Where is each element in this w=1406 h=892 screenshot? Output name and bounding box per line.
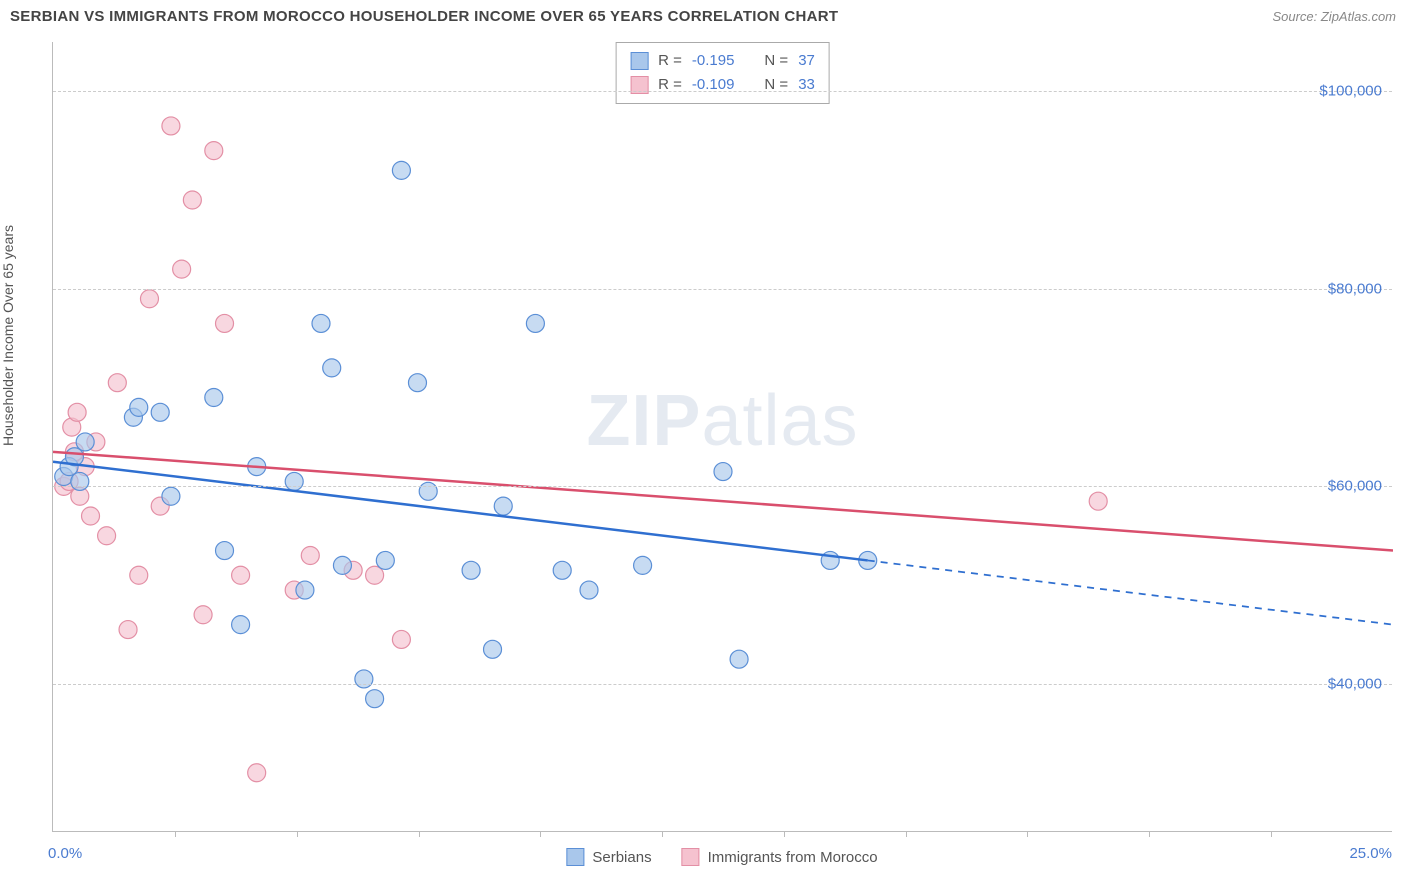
n-value-series2: 33 (798, 73, 815, 97)
n-label: N = (764, 49, 788, 73)
x-tick-mark (784, 831, 785, 837)
x-tick-mark (1027, 831, 1028, 837)
scatter-svg (53, 42, 1393, 832)
legend-label-series2: Immigrants from Morocco (708, 849, 878, 866)
r-label: R = (658, 73, 682, 97)
x-tick-mark (906, 831, 907, 837)
swatch-series2-icon (682, 848, 700, 866)
n-label: N = (764, 73, 788, 97)
legend-item-series1: Serbians (566, 848, 651, 866)
x-tick-mark (662, 831, 663, 837)
plot-container: ZIPatlas R = -0.195 N = 37 R = -0.109 N … (52, 42, 1392, 832)
gridline-h (53, 684, 1392, 685)
y-tick-label: $80,000 (1328, 280, 1382, 297)
y-axis-label: Householder Income Over 65 years (0, 225, 16, 446)
source-attribution: Source: ZipAtlas.com (1272, 9, 1396, 24)
x-tick-mark (297, 831, 298, 837)
y-tick-label: $60,000 (1328, 478, 1382, 495)
x-tick-label-min: 0.0% (48, 845, 82, 862)
correlation-stats-box: R = -0.195 N = 37 R = -0.109 N = 33 (615, 42, 830, 104)
r-value-series2: -0.109 (692, 73, 735, 97)
chart-title: SERBIAN VS IMMIGRANTS FROM MOROCCO HOUSE… (10, 8, 838, 25)
legend-label-series1: Serbians (592, 849, 651, 866)
gridline-h (53, 486, 1392, 487)
y-tick-label: $100,000 (1319, 83, 1382, 100)
stats-row-series1: R = -0.195 N = 37 (630, 49, 815, 73)
x-tick-mark (175, 831, 176, 837)
gridline-h (53, 91, 1392, 92)
x-tick-mark (1149, 831, 1150, 837)
x-tick-label-max: 25.0% (1349, 845, 1392, 862)
r-label: R = (658, 49, 682, 73)
gridline-h (53, 289, 1392, 290)
bottom-legend: Serbians Immigrants from Morocco (566, 848, 877, 866)
r-value-series1: -0.195 (692, 49, 735, 73)
x-tick-mark (1271, 831, 1272, 837)
swatch-series1-icon (630, 52, 648, 70)
swatch-series1-icon (566, 848, 584, 866)
legend-item-series2: Immigrants from Morocco (682, 848, 878, 866)
stats-row-series2: R = -0.109 N = 33 (630, 73, 815, 97)
y-tick-label: $40,000 (1328, 675, 1382, 692)
n-value-series1: 37 (798, 49, 815, 73)
x-tick-mark (419, 831, 420, 837)
plot-area: ZIPatlas R = -0.195 N = 37 R = -0.109 N … (52, 42, 1392, 832)
x-tick-mark (540, 831, 541, 837)
